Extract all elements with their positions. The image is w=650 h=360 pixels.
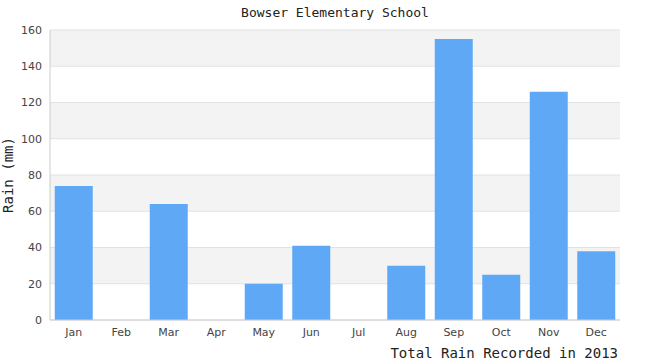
svg-text:Jun: Jun: [302, 326, 320, 339]
svg-text:Aug: Aug: [396, 326, 417, 339]
svg-text:160: 160: [21, 24, 42, 37]
svg-text:20: 20: [28, 278, 42, 291]
svg-text:140: 140: [21, 60, 42, 73]
svg-text:Total Rain Recorded in 2013: Total Rain Recorded in 2013: [390, 345, 618, 360]
svg-text:May: May: [252, 326, 275, 339]
svg-text:Rain (mm): Rain (mm): [8, 137, 16, 213]
svg-text:Sep: Sep: [443, 326, 464, 339]
svg-text:Apr: Apr: [207, 326, 227, 339]
svg-text:Oct: Oct: [492, 326, 512, 339]
svg-text:Jan: Jan: [64, 326, 82, 339]
svg-text:100: 100: [21, 133, 42, 146]
svg-text:120: 120: [21, 96, 42, 109]
svg-text:Nov: Nov: [538, 326, 560, 339]
svg-text:Mar: Mar: [158, 326, 179, 339]
svg-text:Dec: Dec: [586, 326, 607, 339]
svg-text:40: 40: [28, 241, 42, 254]
svg-text:0: 0: [35, 314, 42, 327]
svg-text:60: 60: [28, 205, 42, 218]
svg-text:Feb: Feb: [112, 326, 131, 339]
svg-text:80: 80: [28, 169, 42, 182]
svg-text:Jul: Jul: [351, 326, 365, 339]
html-text:Bowser Elementary School: Bowser Elementary School: [241, 5, 429, 20]
